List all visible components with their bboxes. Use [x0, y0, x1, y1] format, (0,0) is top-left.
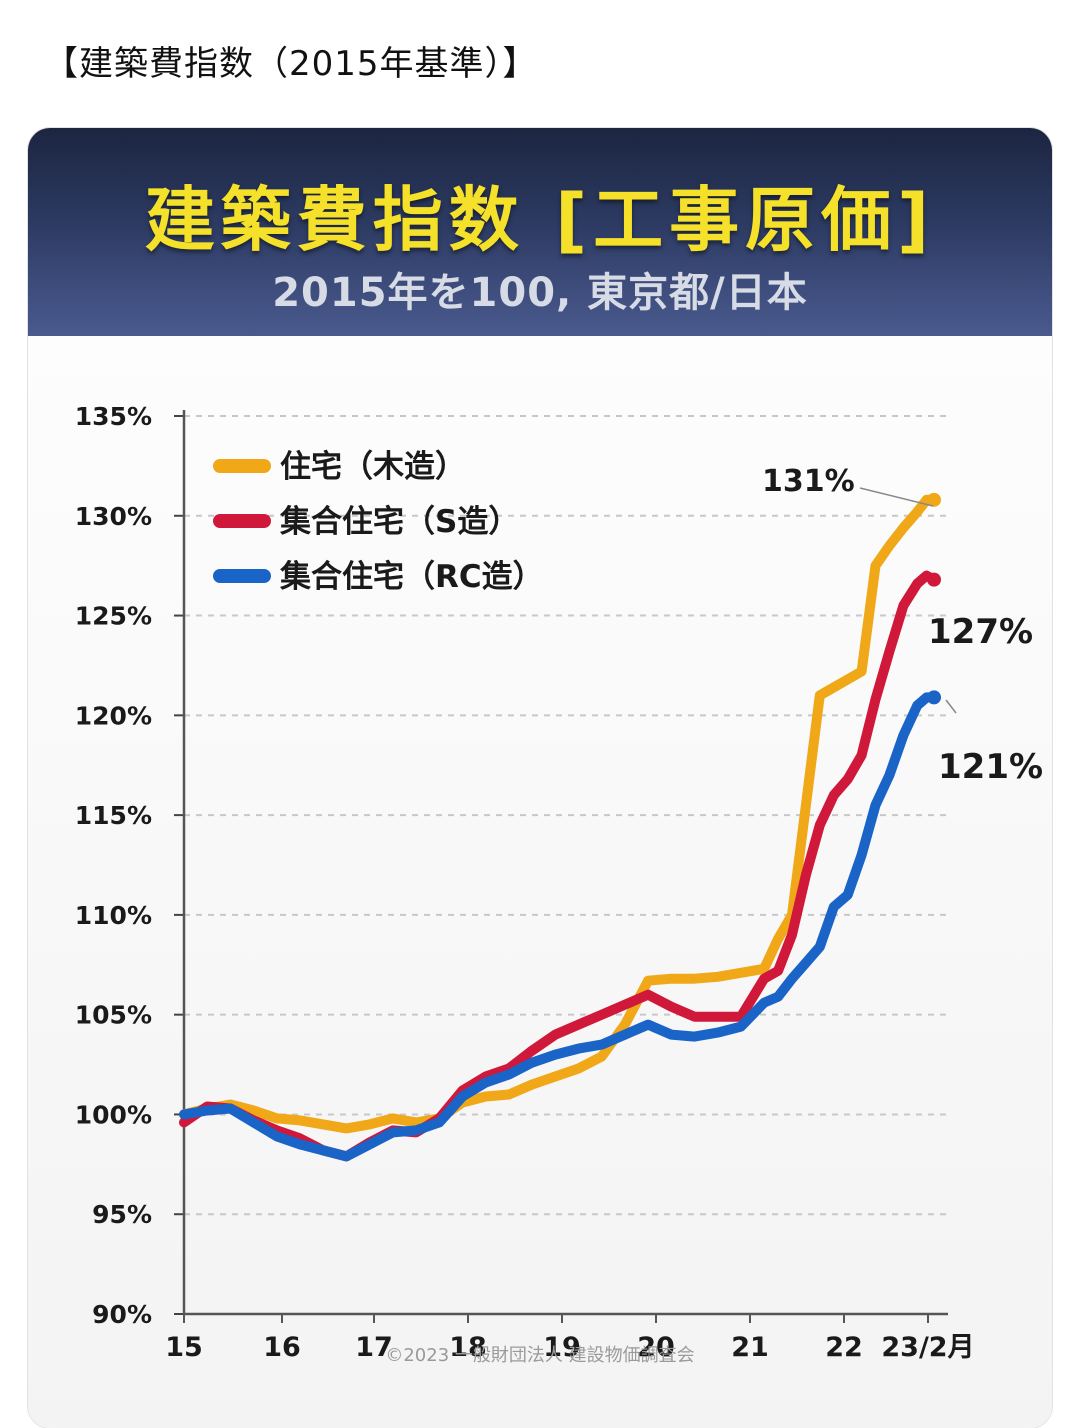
chart-title: 建築費指数 [工事原価]: [144, 179, 936, 261]
axes: 90% 95% 100% 105% 110% 115% 120% 125% 130% 135% 15…: [75, 402, 975, 1363]
chart-card: 建築費指数 [工事原価] 2015年を100, 東京都/日本 90% 95% 100…: [28, 128, 1052, 1428]
legend-label: 集合住宅（S造）: [279, 504, 519, 540]
y-tick-label: 130%: [75, 502, 152, 531]
series-line: [179, 494, 939, 1134]
x-tick-label: 23/2月: [881, 1332, 974, 1363]
legend: 住宅（木造） 集合住宅（S造） 集合住宅（RC造）: [213, 449, 544, 595]
end-label: 127%: [928, 612, 1033, 652]
end-label-leader: [859, 487, 934, 507]
y-tick-label: 100%: [75, 1100, 152, 1129]
line-chart: 90% 95% 100% 105% 110% 115% 120% 125% 130% 135% 15…: [75, 402, 1043, 1363]
chart-subtitle: 2015年を100, 東京都/日本: [272, 270, 808, 316]
series-end-point: [927, 572, 941, 587]
legend-label: 集合住宅（RC造）: [279, 559, 544, 595]
end-labels: 131% 127% 121%: [762, 464, 1043, 787]
series-line: [179, 570, 939, 1162]
x-tick-label: 15: [165, 1332, 203, 1363]
y-tick-label: 110%: [75, 901, 152, 930]
y-tick-label: 115%: [75, 801, 152, 830]
y-tick-label: 125%: [75, 602, 152, 631]
y-tick-label: 90%: [92, 1300, 152, 1329]
x-tick-label: 22: [825, 1332, 863, 1363]
chart-banner: 建築費指数 [工事原価] 2015年を100, 東京都/日本: [28, 128, 1052, 336]
y-tick-label: 120%: [75, 701, 152, 730]
x-tick-label: 19: [543, 1332, 581, 1363]
x-tick-label: 20: [637, 1332, 675, 1363]
y-tick-label: 105%: [75, 1001, 152, 1030]
x-tick-label: 21: [731, 1332, 769, 1363]
y-tick-label: 135%: [75, 402, 152, 431]
end-label-leader: [945, 699, 957, 714]
series-end-point: [927, 492, 941, 507]
end-label: 121%: [938, 747, 1043, 787]
x-tick-label: 18: [449, 1332, 487, 1363]
end-label: 131%: [762, 464, 855, 499]
series-end-point: [927, 690, 941, 705]
legend-label: 住宅（木造）: [280, 449, 466, 485]
y-tick-label: 95%: [92, 1200, 152, 1229]
x-tick-label: 17: [355, 1332, 393, 1363]
copyright-credit: ©2023 一般財団法人 建設物価調査会: [385, 1345, 695, 1366]
series-lines: [179, 492, 941, 1162]
post-title: 【建築費指数（2015年基準）】: [44, 44, 538, 84]
series-line: [179, 692, 939, 1162]
x-tick-label: 16: [263, 1332, 301, 1363]
